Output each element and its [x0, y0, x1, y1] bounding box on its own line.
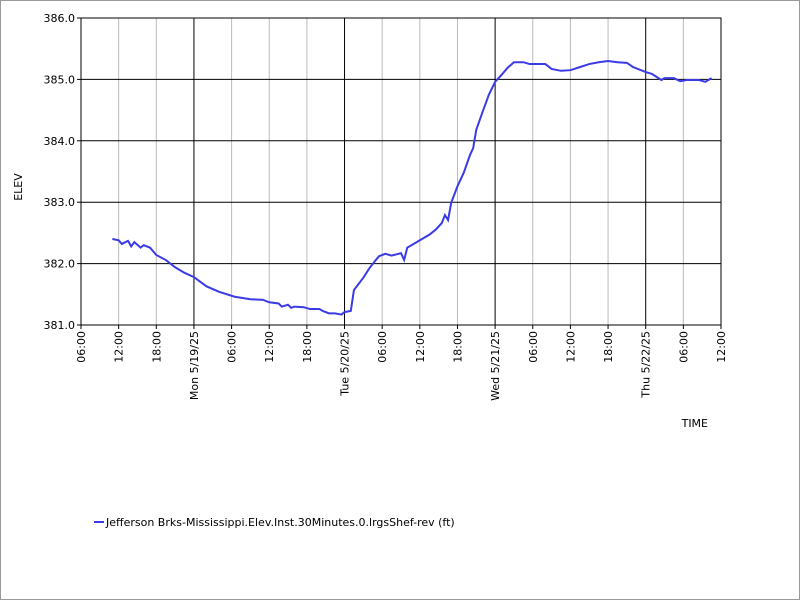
x-tick-label: 06:00 [226, 331, 239, 363]
x-tick-label: 06:00 [75, 331, 88, 363]
x-tick-label: Mon 5/19/25 [188, 331, 201, 400]
x-tick-label: Thu 5/22/25 [640, 331, 653, 399]
x-tick-label: 06:00 [527, 331, 540, 363]
x-tick-label: 18:00 [301, 331, 314, 363]
y-tick-label: 382.0 [44, 258, 76, 271]
x-tick-label: Tue 5/20/25 [339, 331, 352, 397]
x-tick-label: 18:00 [451, 331, 464, 363]
x-tick-label: 12:00 [715, 331, 728, 363]
x-tick-label: 18:00 [150, 331, 163, 363]
x-tick-label: 06:00 [376, 331, 389, 363]
y-tick-label: 386.0 [44, 12, 76, 25]
data-line [112, 59, 713, 316]
legend-label: Jefferson Brks-Mississippi.Elev.Inst.30M… [105, 516, 455, 529]
y-tick-label: 383.0 [44, 196, 76, 209]
x-tick-label: 12:00 [113, 331, 126, 363]
y-tick-label: 385.0 [44, 73, 76, 86]
y-tick-label: 381.0 [44, 319, 76, 332]
x-tick-label: 12:00 [564, 331, 577, 363]
x-axis-label: TIME [681, 417, 708, 430]
x-tick-label: 18:00 [602, 331, 615, 363]
y-axis-label: ELEV [12, 173, 25, 201]
y-tick-label: 384.0 [44, 135, 76, 148]
x-tick-label: 12:00 [414, 331, 427, 363]
x-tick-label: 12:00 [263, 331, 276, 363]
plot-border [80, 17, 722, 326]
x-tick-label: 06:00 [677, 331, 690, 363]
x-tick-label: Wed 5/21/25 [489, 331, 502, 401]
